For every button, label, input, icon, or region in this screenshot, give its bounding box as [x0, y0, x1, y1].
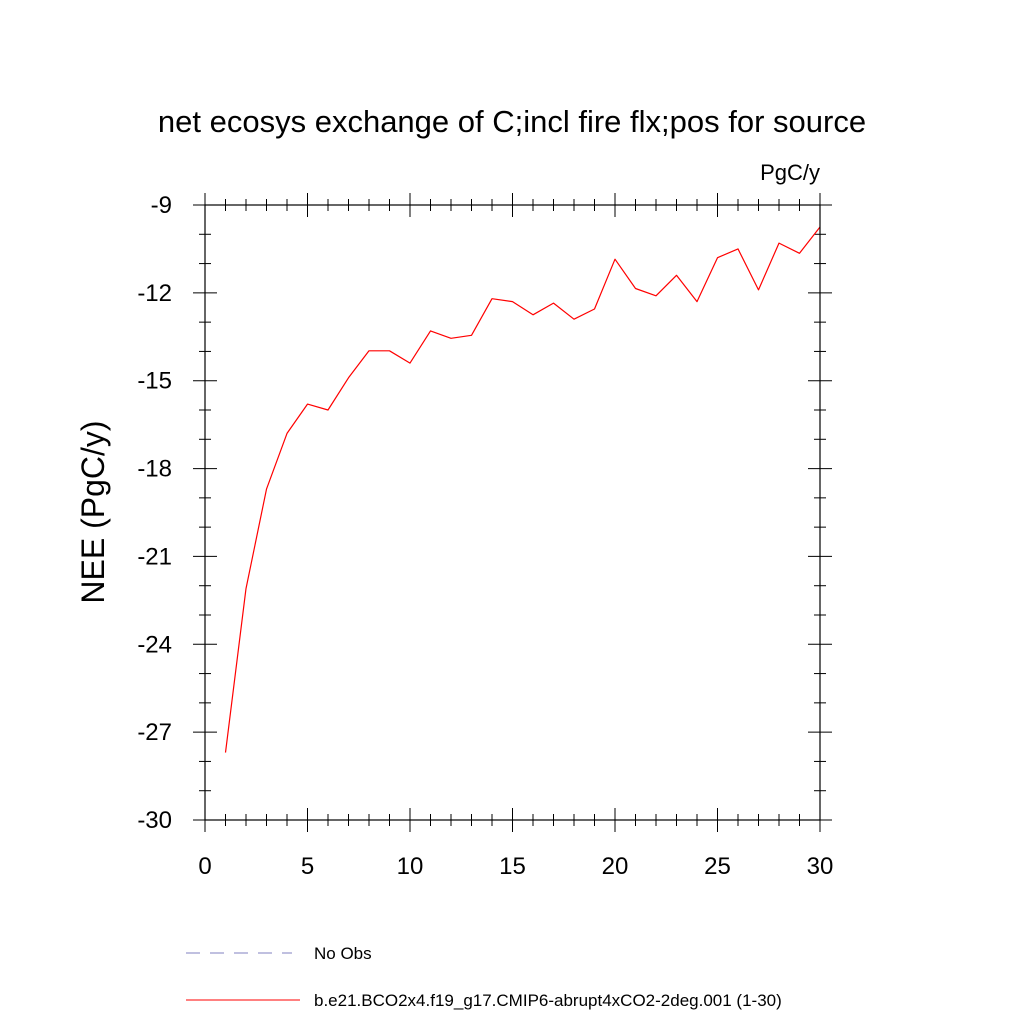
legend-label-series: b.e21.BCO2x4.f19_g17.CMIP6-abrupt4xCO2-2… [314, 991, 782, 1010]
x-tick-label: 15 [499, 853, 526, 880]
y-axis-label: NEE (PgC/y) [75, 420, 111, 603]
series-line [224, 226, 821, 753]
y-tick-label: -27 [137, 719, 172, 746]
units-label: PgC/y [760, 160, 820, 185]
y-tick-label: -9 [151, 192, 172, 219]
x-tick-label: 0 [198, 853, 211, 880]
x-tick-label: 25 [704, 853, 731, 880]
legend: No Obs b.e21.BCO2x4.f19_g17.CMIP6-abrupt… [186, 944, 782, 1010]
y-tick-label: -30 [137, 807, 172, 834]
x-tick-label: 10 [397, 853, 424, 880]
y-tick-label: -24 [137, 631, 172, 658]
legend-label-no-obs: No Obs [314, 944, 372, 963]
y-tick-label: -15 [137, 368, 172, 395]
y-tick-label: -21 [137, 543, 172, 570]
x-tick-label: 30 [807, 853, 834, 880]
series-group [224, 226, 821, 753]
axis-ticks: 0 5 10 15 20 25 30 -30 -27 -24 -21 -18 -15 -12 -9 [137, 192, 833, 880]
y-tick-label: -12 [137, 280, 172, 307]
x-tick-label: 5 [301, 853, 314, 880]
plot-frame [204, 204, 821, 821]
chart-title: net ecosys exchange of C;incl fire flx;p… [158, 104, 866, 139]
y-tick-label: -18 [137, 456, 172, 483]
x-tick-label: 20 [602, 853, 629, 880]
